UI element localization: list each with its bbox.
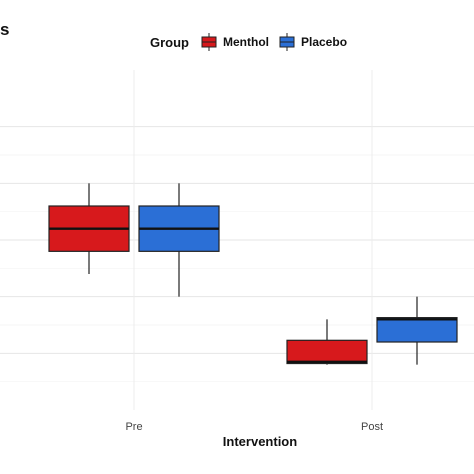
x-tick-label-post: Post xyxy=(361,421,383,433)
legend-key-menthol xyxy=(201,33,217,51)
box-body xyxy=(376,317,458,343)
box-placebo-pre xyxy=(138,183,220,297)
legend: Group Menthol Placebo xyxy=(150,32,355,52)
legend-title: Group xyxy=(150,34,189,50)
box-menthol-pre xyxy=(48,183,130,274)
x-tick-label-pre: Pre xyxy=(125,421,142,433)
tick-label-layer: Pre Post xyxy=(125,421,383,433)
box-body xyxy=(286,339,368,365)
chart-title-fragment: s xyxy=(0,20,10,39)
box-placebo-post xyxy=(376,296,458,365)
box-layer xyxy=(48,183,458,365)
box-menthol-post xyxy=(286,319,368,365)
legend-key-placebo xyxy=(279,33,295,51)
legend-label-menthol: Menthol xyxy=(223,35,269,49)
legend-item-menthol: Menthol xyxy=(199,32,269,52)
x-axis-label: Intervention xyxy=(222,434,298,449)
legend-item-placebo: Placebo xyxy=(277,32,347,52)
legend-label-placebo: Placebo xyxy=(301,35,348,49)
